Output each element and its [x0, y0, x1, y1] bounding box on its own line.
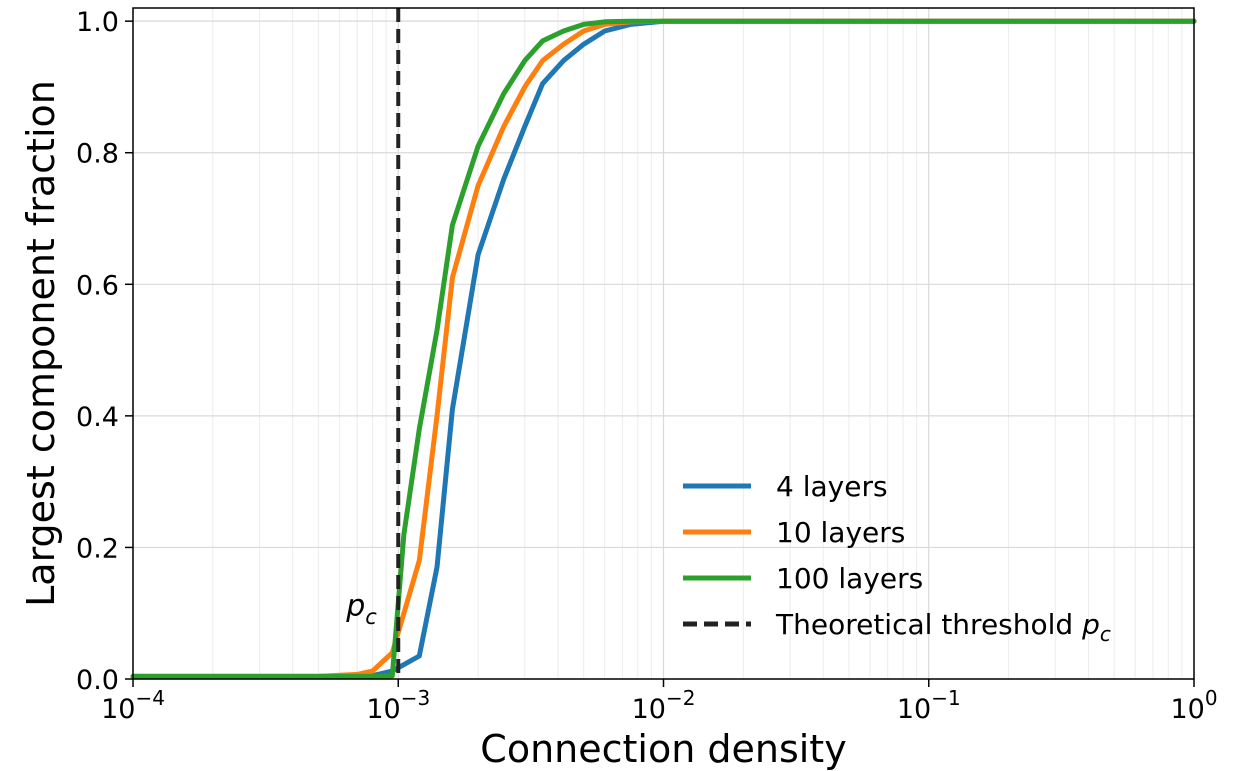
x-tick-exponent: 0: [1205, 686, 1218, 710]
grid: [132, 8, 1194, 680]
legend-pc-sub: c: [1100, 622, 1111, 646]
x-axis-ticks: 10−4 10−3 10−2 10−1 100: [101, 679, 1218, 725]
series-line-3: [130, 18, 1197, 679]
x-tick-label: 10−2: [632, 686, 696, 725]
threshold-annotation-base: p: [345, 589, 365, 624]
y-axis-label: Largest component fraction: [19, 80, 63, 607]
y-tick-label: 0.6: [76, 270, 119, 301]
series-line-2: [130, 18, 1197, 679]
series-lines: [130, 18, 1197, 679]
x-axis-label: Connection density: [480, 727, 846, 771]
x-tick-exponent: −1: [931, 686, 960, 710]
y-tick-label: 0.8: [76, 139, 119, 170]
x-tick-base: 10: [897, 694, 931, 725]
legend-label: Theoretical threshold pc: [775, 608, 1111, 646]
x-tick-base: 10: [101, 694, 135, 725]
legend-label: 4 layers: [776, 470, 888, 503]
x-tick-base: 10: [366, 694, 400, 725]
y-axis-ticks: 0.0 0.2 0.4 0.6 0.8 1.0: [76, 7, 133, 696]
threshold-annotation-sub: c: [365, 605, 377, 629]
y-tick-label: 0.2: [76, 533, 119, 564]
y-tick-label: 0.0: [76, 665, 119, 696]
legend-label: 10 layers: [776, 516, 905, 549]
x-tick-exponent: −4: [135, 686, 164, 710]
legend-pc-base: p: [1073, 608, 1100, 641]
y-tick-label: 1.0: [76, 7, 119, 38]
threshold-annotation: pc: [345, 589, 377, 629]
x-tick-label: 10−3: [366, 686, 430, 725]
x-tick-base: 10: [632, 694, 666, 725]
y-tick-label: 0.4: [76, 402, 119, 433]
x-tick-label: 100: [1170, 686, 1217, 725]
x-tick-exponent: −2: [666, 686, 695, 710]
x-tick-label: 10−1: [897, 686, 961, 725]
legend-label: 100 layers: [776, 562, 923, 595]
legend: 4 layers 10 layers 100 layers Theoretical t…: [683, 470, 1111, 646]
x-tick-exponent: −3: [401, 686, 430, 710]
x-tick-label: 10−4: [101, 686, 165, 725]
x-tick-base: 10: [1170, 694, 1204, 725]
